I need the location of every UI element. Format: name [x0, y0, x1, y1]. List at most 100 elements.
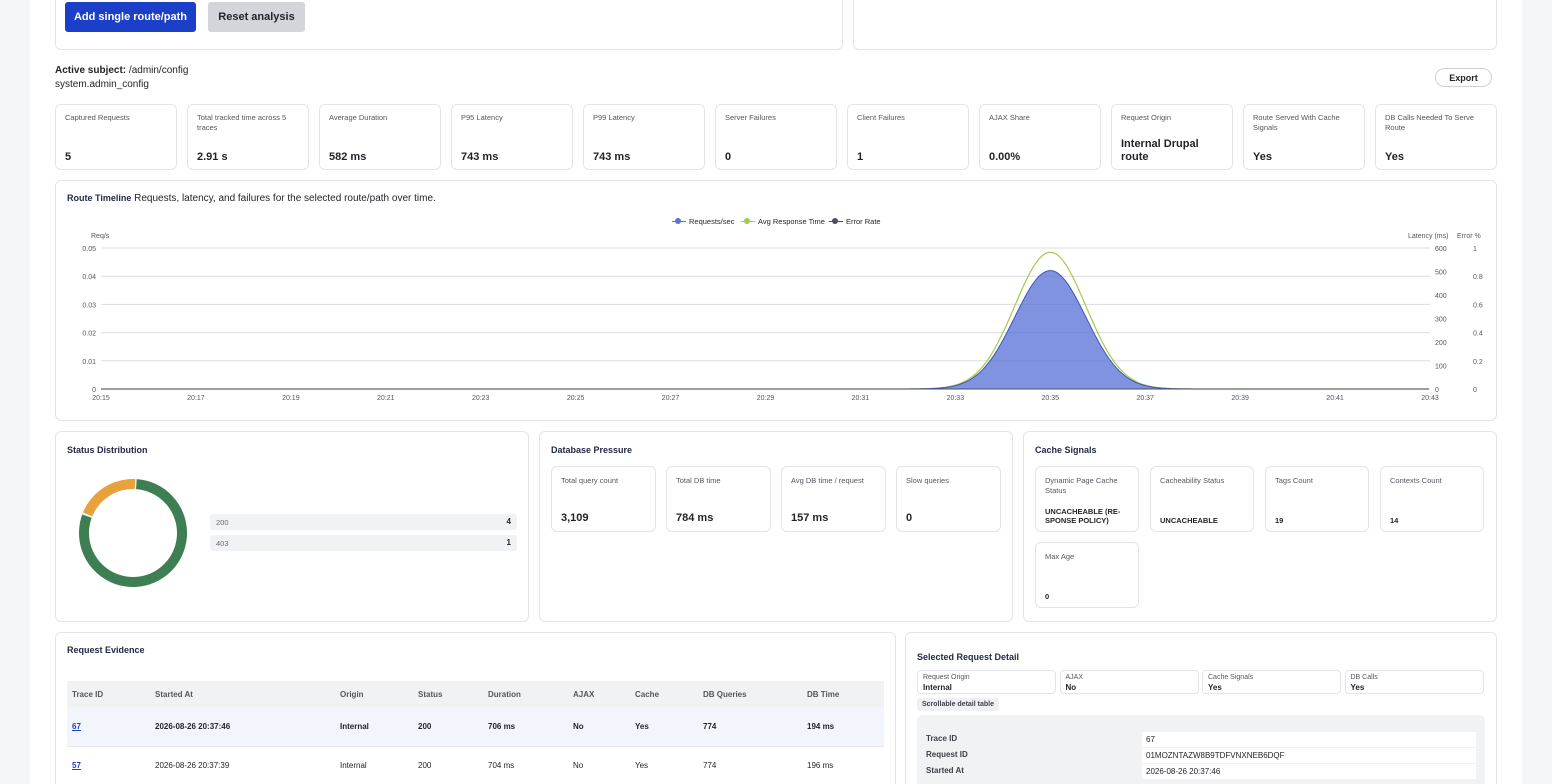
- cell-value: Internal: [340, 761, 367, 770]
- table-cell: 67: [67, 707, 150, 747]
- detail-chip: DB Calls Yes: [1344, 670, 1484, 694]
- y-latency-tick: 0: [1435, 387, 1439, 394]
- detail-chip: AJAX No: [1059, 670, 1199, 694]
- cell-value: 774: [703, 721, 717, 731]
- column-header[interactable]: DB Time: [802, 681, 884, 707]
- column-header[interactable]: Cache: [630, 681, 698, 707]
- metric-value: Internal Drupal route: [1121, 138, 1199, 163]
- subject-label: Active subject:: [55, 65, 127, 76]
- cache-metric-value: UNCACHEABLE (RE-SPONSE POLICY): [1045, 507, 1121, 525]
- timeline-title: Route Timeline: [67, 193, 132, 203]
- y-left-tick: 0.05: [82, 246, 96, 253]
- table-body: 67 2026-08-26 20:37:46 Internal 200 706 ms No…: [67, 707, 884, 784]
- x-tick: 20:25: [567, 395, 585, 402]
- y-error-tick: 0.6: [1473, 302, 1483, 309]
- column-header[interactable]: Trace ID: [67, 681, 150, 707]
- y-error-tick: 0.4: [1473, 331, 1483, 338]
- y-left-tick: 0.03: [82, 302, 96, 309]
- y-left-axis-label: Req/s: [91, 233, 110, 240]
- table-cell: 200: [413, 746, 483, 784]
- column-header[interactable]: Duration: [483, 681, 568, 707]
- x-tick: 20:37: [1136, 395, 1154, 402]
- metric-value: 582 ms: [329, 151, 367, 163]
- detail-key: Trace ID: [926, 734, 958, 743]
- table-row[interactable]: 57 2026-08-26 20:37:39 Internal 200 704 ms No…: [67, 746, 884, 784]
- cell-value: Yes: [635, 761, 649, 770]
- cell-value: No: [573, 721, 584, 731]
- metric-value: Yes: [1385, 151, 1404, 163]
- db-metric-card: Avg DB time / request 157 ms: [781, 466, 886, 532]
- add-route-button[interactable]: Add single route/path: [65, 2, 196, 32]
- cell-value: 200: [418, 761, 432, 770]
- column-header[interactable]: Origin: [335, 681, 413, 707]
- table-cell: 706 ms: [483, 707, 568, 747]
- table-cell: 2026-08-26 20:37:46: [150, 707, 335, 747]
- column-header[interactable]: Started At: [150, 681, 335, 707]
- table-cell: 200: [413, 707, 483, 747]
- legend-swatch: [672, 217, 686, 226]
- trace-id-link[interactable]: 67: [72, 721, 81, 731]
- detail-chip-value: Yes: [1208, 683, 1222, 692]
- metric-card: Client Failures 1: [847, 104, 969, 170]
- column-header[interactable]: DB Queries: [698, 681, 802, 707]
- metric-value: 5: [65, 151, 72, 163]
- metric-card: DB Calls Needed To Serve Route Yes: [1375, 104, 1497, 170]
- table-cell: No: [568, 707, 630, 747]
- table-cell: No: [568, 746, 630, 784]
- table-cell: 196 ms: [802, 746, 884, 784]
- metric-value: 743 ms: [461, 151, 499, 163]
- metric-card: P95 Latency 743 ms: [451, 104, 573, 170]
- detail-value: 01MOZNTAZW8B9TDFVNXNEB6DQF: [1142, 748, 1476, 763]
- reset-analysis-button[interactable]: Reset analysis: [208, 2, 305, 32]
- metric-label: DB Calls Needed To Serve Route: [1385, 113, 1475, 132]
- export-button[interactable]: Export: [1435, 68, 1492, 87]
- trace-id-link[interactable]: 57: [72, 761, 81, 770]
- status-row: 403 1: [210, 535, 517, 551]
- detail-value: 67: [1142, 732, 1476, 747]
- y-latency-tick: 600: [1435, 246, 1447, 253]
- cache-metric-value: 0: [1045, 592, 1050, 601]
- column-header[interactable]: AJAX: [568, 681, 630, 707]
- status-distribution-title: Status Distribution: [67, 445, 148, 455]
- legend-item[interactable]: Error Rate: [829, 217, 881, 226]
- metric-label: Client Failures: [857, 113, 905, 122]
- column-header[interactable]: Status: [413, 681, 483, 707]
- status-code: 200: [216, 518, 229, 527]
- detail-table[interactable]: Trace ID 67 Request ID 01MOZNTAZW8B9TDFVNXN…: [917, 715, 1485, 784]
- y-latency-tick: 200: [1435, 340, 1447, 347]
- detail-chip: Cache Signals Yes: [1202, 670, 1341, 694]
- db-metric-label: Slow queries: [906, 476, 949, 485]
- db-metric-card: Total DB time 784 ms: [666, 466, 771, 532]
- y-left-tick: 0.01: [82, 359, 96, 366]
- legend-swatch: [741, 217, 755, 226]
- detail-chip-value: Internal: [923, 683, 952, 692]
- cell-value: Internal: [340, 721, 369, 731]
- legend-item[interactable]: Requests/sec: [672, 217, 734, 226]
- db-pressure-title: Database Pressure: [551, 445, 633, 455]
- table-cell: 57: [67, 746, 150, 784]
- table-row[interactable]: 67 2026-08-26 20:37:46 Internal 200 706 ms No…: [67, 707, 884, 747]
- db-metric-label: Total DB time: [676, 476, 721, 485]
- table-cell: 774: [698, 707, 802, 747]
- timeline-card: [55, 180, 1497, 421]
- series-line-latency: [101, 251, 1429, 390]
- timeline-subtitle: Requests, latency, and failures for the …: [134, 193, 436, 204]
- y-error-tick: 1: [1473, 246, 1477, 253]
- x-tick: 20:23: [472, 395, 490, 402]
- legend-item[interactable]: Avg Response Time: [741, 217, 825, 226]
- db-metric-value: 784 ms: [676, 512, 714, 524]
- y-latency-axis-label: Latency (ms): [1408, 233, 1448, 240]
- status-count: 4: [506, 517, 511, 526]
- db-metric-card: Slow queries 0: [896, 466, 1001, 532]
- metric-card: Total tracked time across 5 traces 2.91 s: [187, 104, 309, 170]
- metric-card: Average Duration 582 ms: [319, 104, 441, 170]
- legend-label: Error Rate: [846, 217, 881, 226]
- cache-metric-value: 19: [1275, 516, 1284, 525]
- cell-value: Yes: [635, 721, 649, 731]
- metric-label: Average Duration: [329, 113, 388, 122]
- db-metric-card: Total query count 3,109: [551, 466, 656, 532]
- metric-value: 0.00%: [989, 151, 1021, 163]
- db-metric-value: 157 ms: [791, 512, 829, 524]
- y-left-tick: 0.04: [82, 274, 96, 281]
- y-error-axis-label: Error %: [1457, 233, 1481, 240]
